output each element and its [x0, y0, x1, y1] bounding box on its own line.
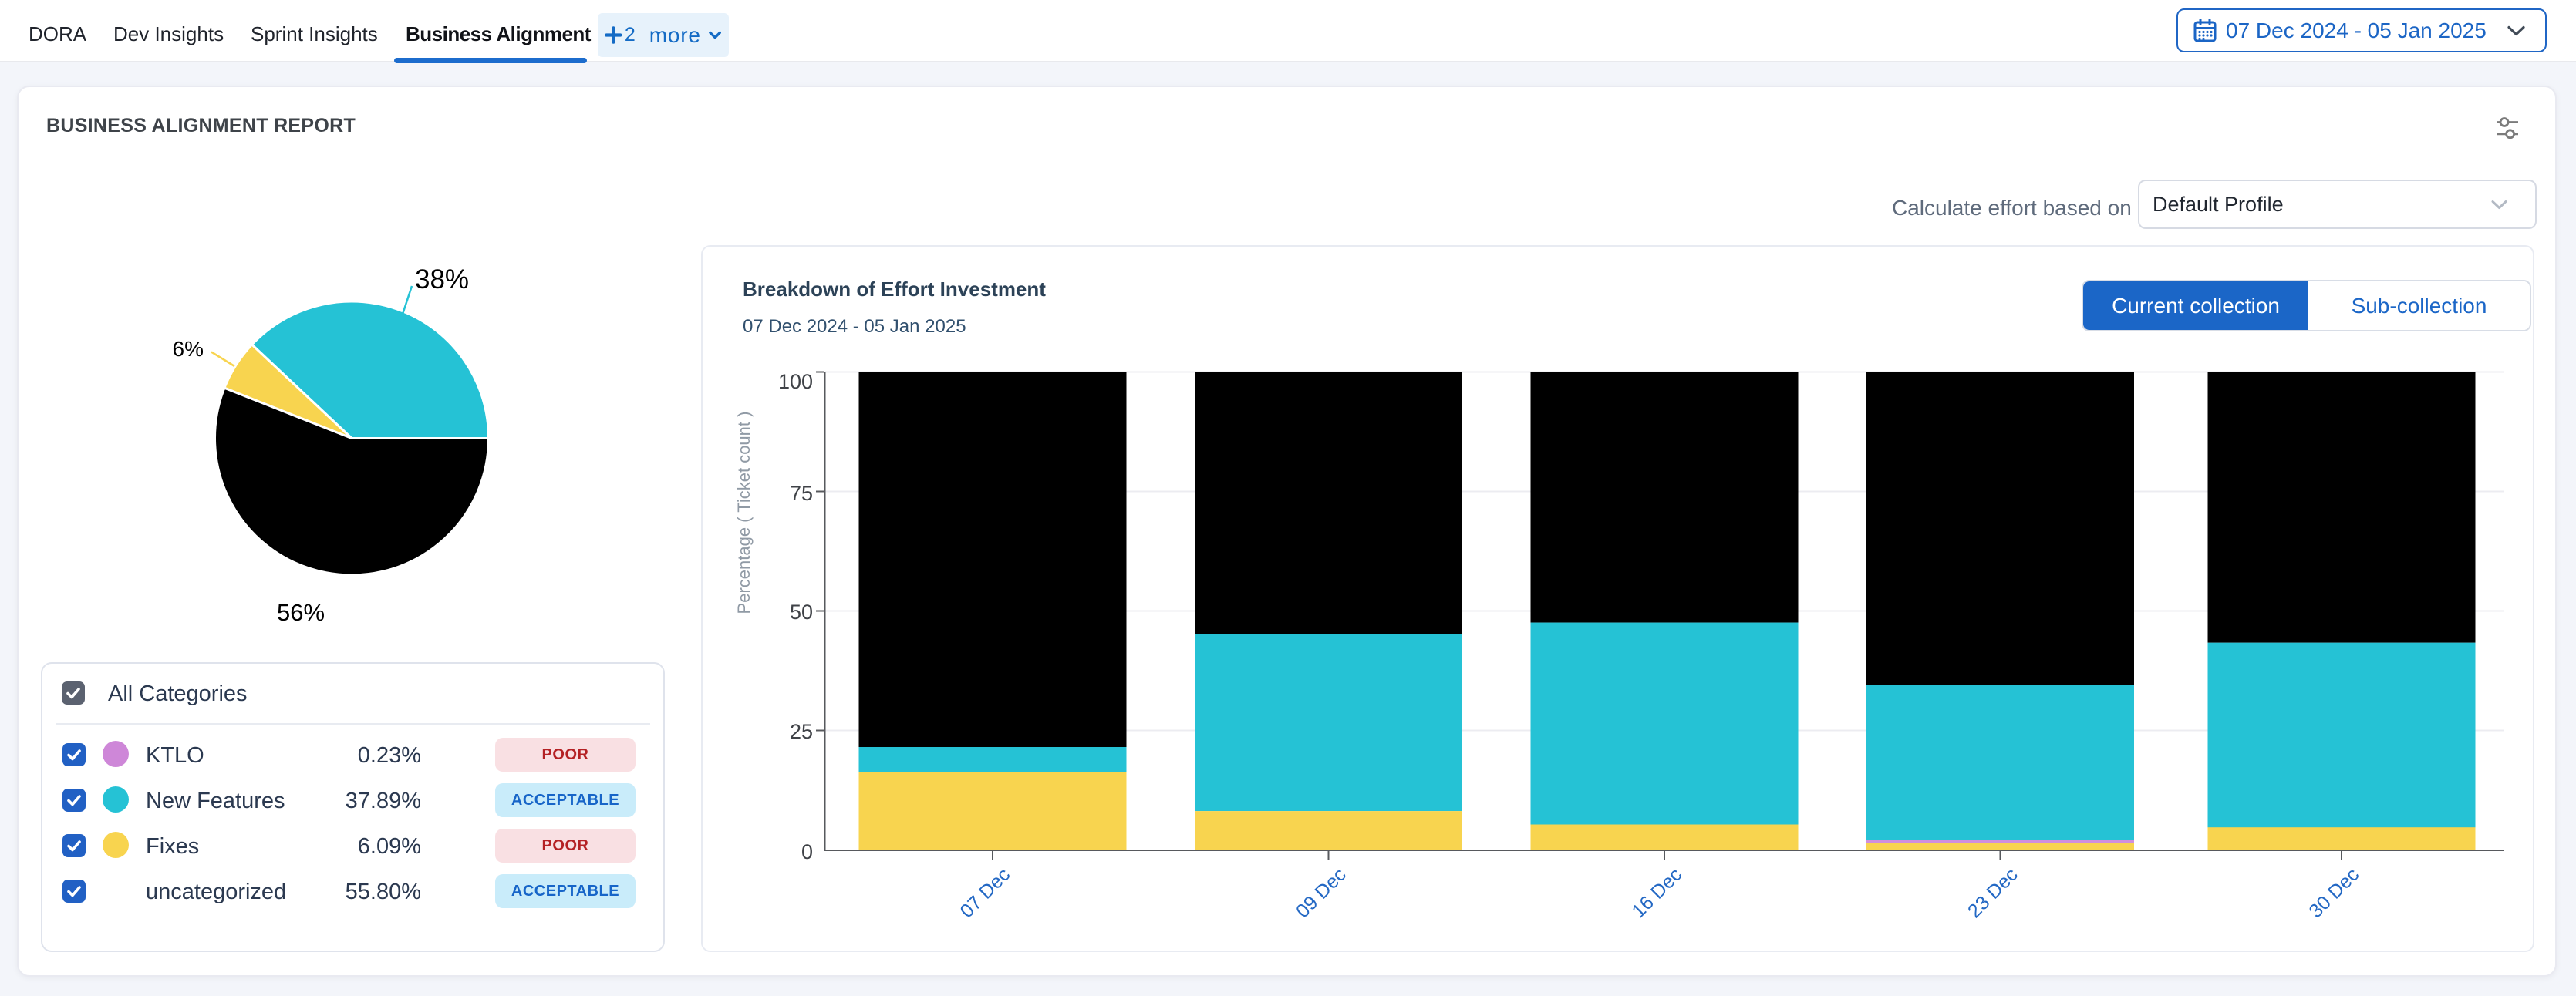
svg-text:09 Dec: 09 Dec — [1292, 863, 1350, 922]
svg-text:16 Dec: 16 Dec — [1627, 863, 1686, 922]
svg-text:38%: 38% — [415, 264, 469, 294]
svg-text:56%: 56% — [277, 599, 325, 626]
svg-text:Percentage ( Ticket count ): Percentage ( Ticket count ) — [734, 412, 754, 614]
svg-text:07 Dec: 07 Dec — [956, 863, 1014, 922]
svg-text:6%: 6% — [173, 337, 204, 361]
svg-text:25: 25 — [790, 720, 813, 743]
svg-text:30 Dec: 30 Dec — [2305, 863, 2363, 922]
svg-text:75: 75 — [790, 482, 813, 505]
svg-text:23 Dec: 23 Dec — [1964, 863, 2022, 922]
svg-text:0: 0 — [801, 840, 813, 863]
svg-text:100: 100 — [778, 370, 813, 393]
svg-text:50: 50 — [790, 601, 813, 624]
